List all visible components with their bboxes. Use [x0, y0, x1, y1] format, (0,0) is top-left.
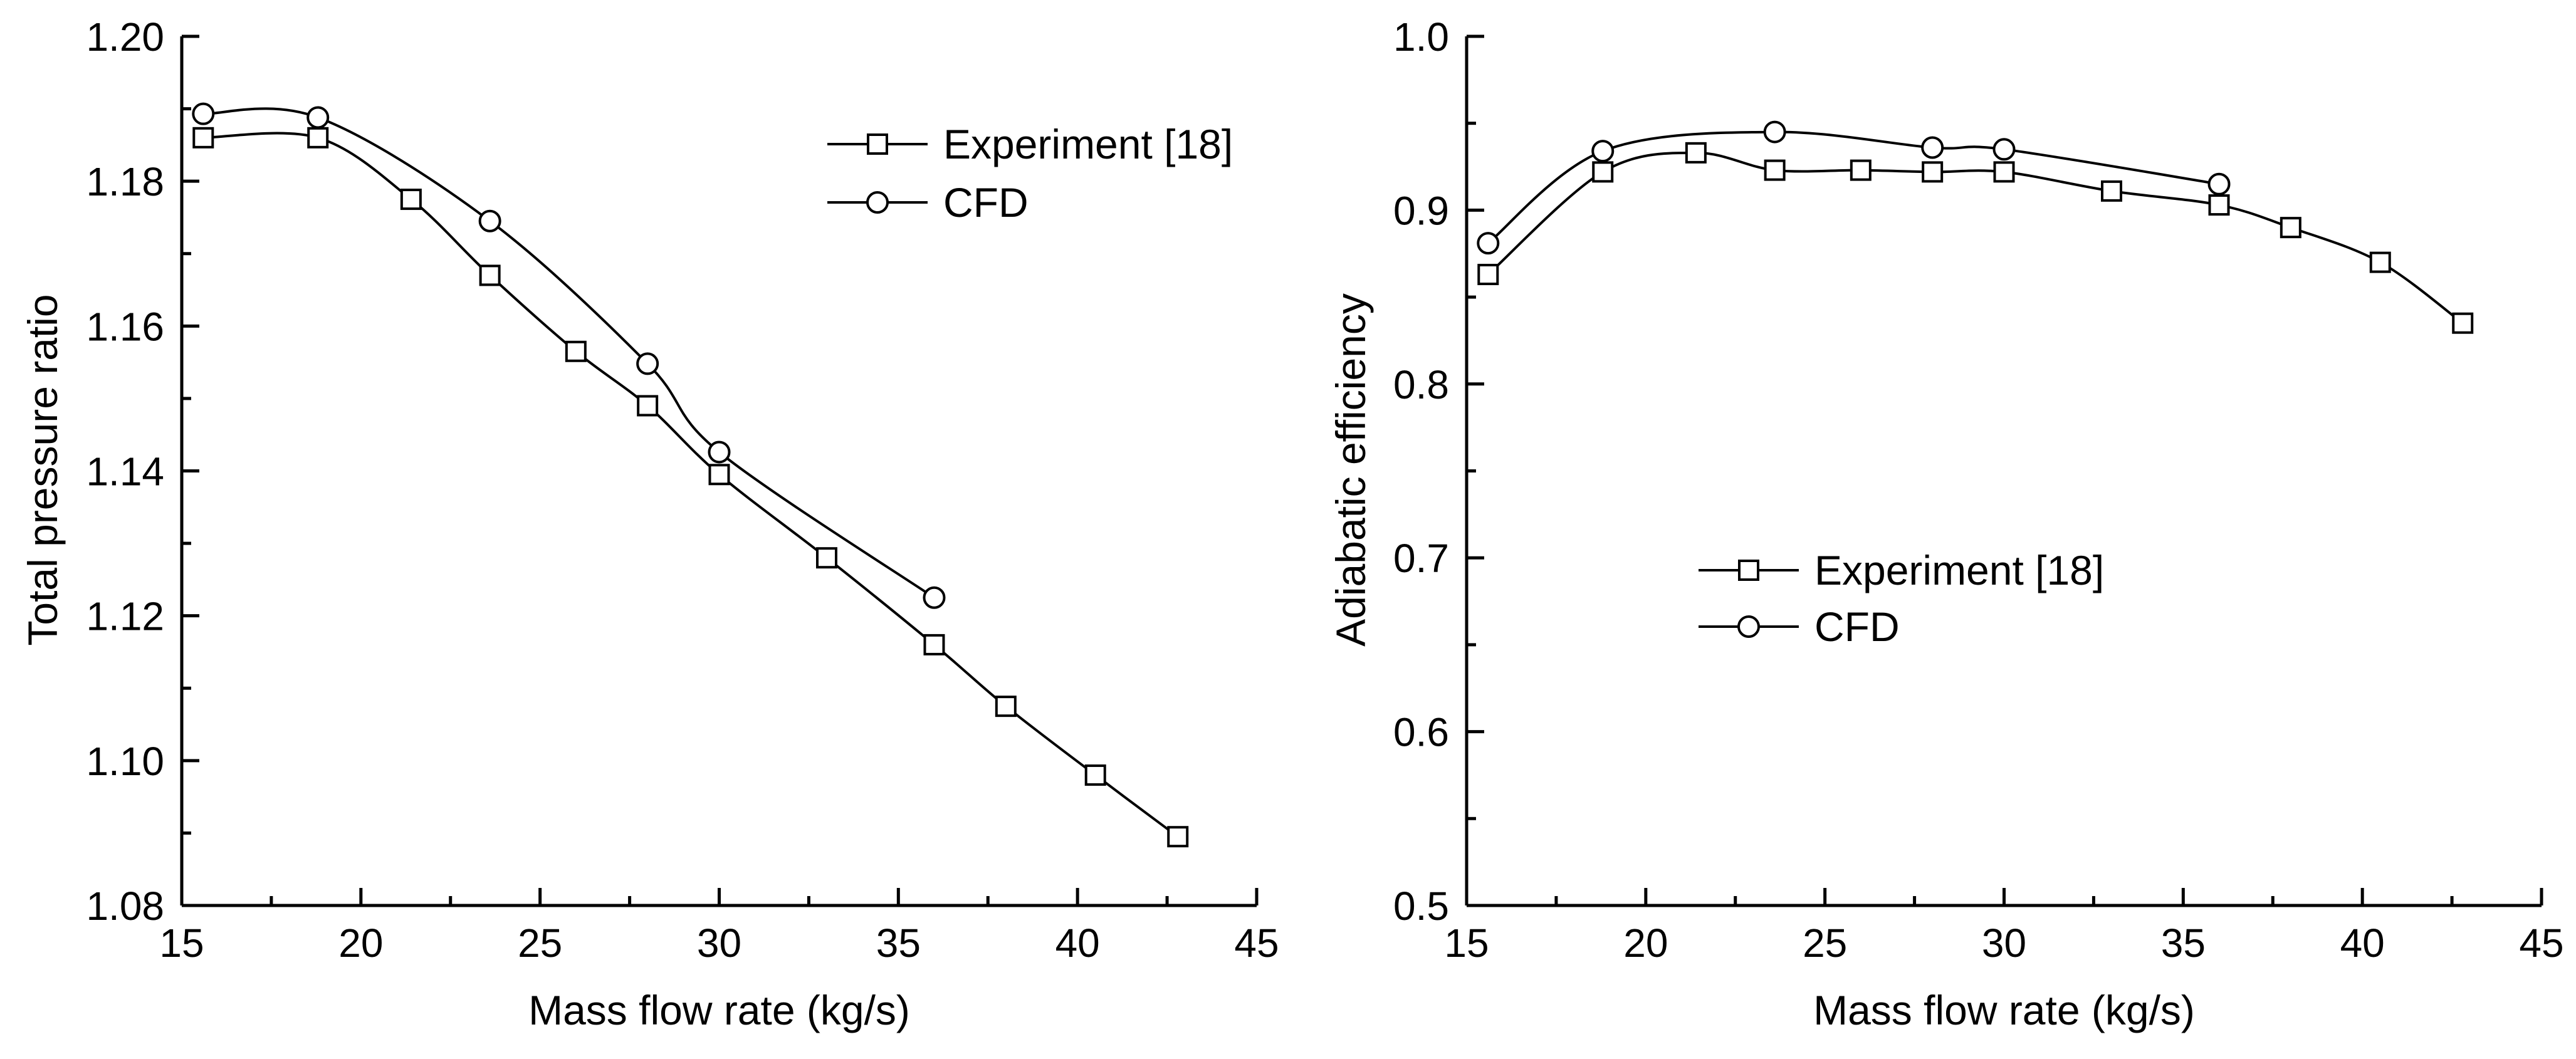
data-point-square [2280, 217, 2301, 239]
data-point-square [637, 395, 659, 417]
data-point-circle [636, 352, 659, 375]
x-tick-label: 30 [1982, 921, 2026, 966]
data-point-square [192, 127, 214, 149]
y-tick-label: 1.10 [86, 739, 164, 784]
series-line [1487, 130, 2219, 244]
data-point-square [479, 264, 501, 286]
legend-marker [867, 133, 888, 155]
x-tick-label: 45 [1234, 921, 1279, 966]
legend-entry: CFD [1699, 603, 1900, 650]
x-tick-label: 15 [1444, 921, 1489, 966]
y-axis-label: Adiabatic efficiency [1327, 293, 1374, 647]
data-point-circle [1591, 140, 1615, 163]
y-tick-label: 1.14 [86, 449, 164, 494]
legend-label: Experiment [18] [943, 121, 1233, 167]
data-point-circle [478, 209, 501, 232]
x-tick-label: 25 [1803, 921, 1847, 966]
data-point-circle [1763, 120, 1786, 143]
data-point-square [2369, 251, 2391, 273]
data-point-square [1167, 826, 1189, 848]
x-tick-label: 15 [159, 921, 204, 966]
x-tick-label: 35 [876, 921, 921, 966]
y-tick-label: 1.20 [86, 14, 164, 60]
series-cfd [192, 102, 946, 609]
y-tick-label: 0.6 [1393, 710, 1449, 755]
data-point-square [307, 127, 329, 149]
data-point-square [923, 634, 945, 655]
y-tick-label: 1.16 [86, 304, 164, 349]
data-point-square [2452, 312, 2474, 334]
data-point-circle [2207, 172, 2231, 196]
pressure-ratio-chart: 15 20 25 30 35 40 45 1.08 1.10 1.12 1.14 1.16 1.18 1.… [19, 14, 1279, 1033]
legend-entry: Experiment [18] [827, 121, 1233, 167]
data-point-circle [923, 586, 946, 609]
x-tick-label: 30 [697, 921, 741, 966]
legend-label: CFD [943, 179, 1029, 226]
x-tick-label: 40 [1055, 921, 1100, 966]
legend-entry: CFD [827, 179, 1029, 226]
x-tick-label: 40 [2340, 921, 2385, 966]
data-point-square [995, 696, 1017, 717]
data-point-square [2101, 180, 2122, 202]
series-experiment [192, 127, 1189, 848]
series-experiment [1477, 142, 2474, 334]
efficiency-chart: 15 20 25 30 35 40 45 0.5 0.6 0.7 0.8 0.9 1.0 Mass flo… [1327, 14, 2563, 1033]
data-point-square [2208, 194, 2230, 216]
data-point-square [1922, 161, 1944, 183]
legend-label: CFD [1814, 603, 1900, 650]
legend-label: Experiment [18] [1814, 547, 2104, 593]
data-point-square [1477, 264, 1499, 286]
y-tick-label: 1.0 [1393, 14, 1449, 60]
data-point-circle [708, 441, 731, 464]
y-tick-label: 0.9 [1393, 188, 1449, 233]
x-tick-label: 35 [2161, 921, 2206, 966]
x-tick-label: 20 [338, 921, 383, 966]
legend-marker [866, 191, 889, 214]
y-tick-label: 1.12 [86, 594, 164, 639]
data-point-square [1764, 159, 1786, 181]
x-tick-label: 25 [518, 921, 562, 966]
x-tick-label: 45 [2519, 921, 2563, 966]
legend-marker [1738, 560, 1759, 581]
data-point-square [1993, 161, 2015, 183]
y-tick-label: 1.08 [86, 884, 164, 929]
y-axis-label: Total pressure ratio [19, 294, 66, 645]
y-tick-label: 0.8 [1393, 362, 1449, 407]
legend-entry: Experiment [18] [1699, 547, 2104, 593]
data-point-square [1592, 161, 1614, 183]
x-axis-label: Mass flow rate (kg/s) [528, 987, 910, 1033]
y-tick-label: 0.5 [1393, 884, 1449, 929]
y-tick-label: 1.18 [86, 159, 164, 204]
data-point-square [1850, 159, 1872, 181]
x-tick-label: 20 [1623, 921, 1668, 966]
series-line [203, 132, 1179, 838]
y-tick-label: 0.7 [1393, 536, 1449, 581]
series-line [1487, 151, 2464, 325]
data-point-circle [1992, 138, 2016, 161]
data-point-square [708, 464, 730, 486]
legend-marker [1737, 615, 1760, 638]
data-point-square [816, 547, 837, 569]
data-point-circle [192, 102, 215, 125]
data-point-square [565, 340, 587, 362]
data-point-square [1685, 142, 1707, 164]
series-cfd [1477, 120, 2231, 255]
data-point-circle [1477, 232, 1500, 255]
data-point-circle [1921, 136, 1944, 159]
data-point-square [1084, 764, 1106, 786]
x-axis-label: Mass flow rate (kg/s) [1813, 987, 2195, 1033]
data-point-circle [306, 106, 330, 129]
data-point-square [400, 189, 422, 211]
